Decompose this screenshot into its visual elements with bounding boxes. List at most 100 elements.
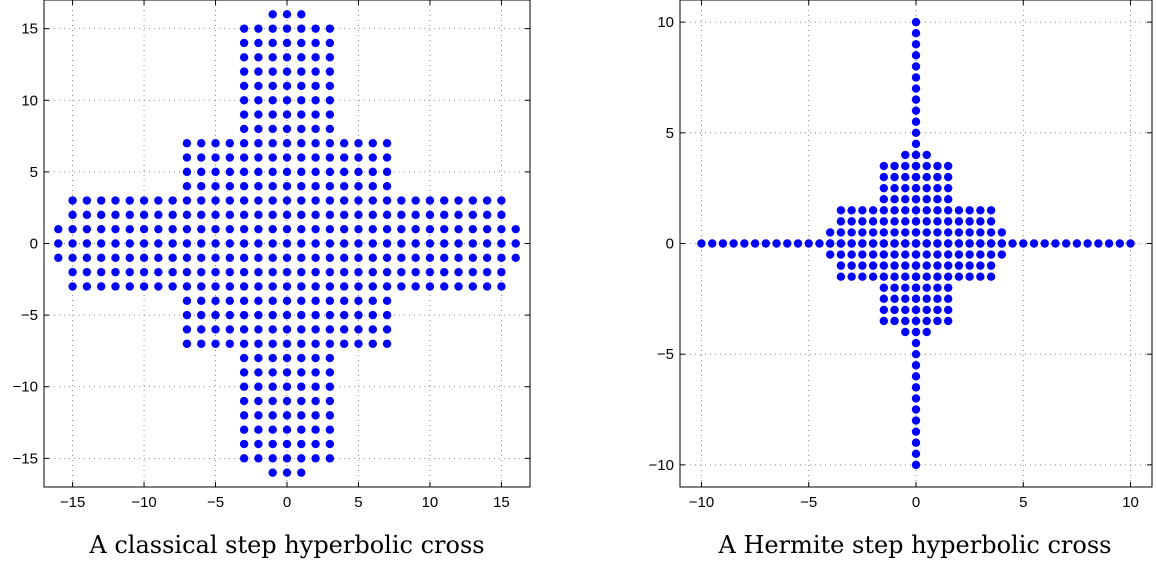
left-data-point [254,81,263,91]
left-data-point [297,53,306,62]
left-data-point [182,267,192,277]
right-y-tick-label: −5 [657,346,674,363]
right-data-point [943,283,953,292]
left-data-point [254,110,263,119]
left-data-point [197,282,206,291]
left-data-point [239,81,249,91]
left-data-point [254,24,263,33]
left-data-point [454,210,463,220]
left-data-point [354,167,363,177]
left-data-point [211,296,220,305]
left-data-point [468,282,478,291]
right-data-point [868,228,878,237]
left-data-point [325,224,335,234]
left-data-point [297,96,306,105]
right-data-point [911,161,921,171]
left-data-point [282,382,292,391]
left-data-point [325,454,335,463]
left-data-point [468,267,478,277]
right-data-point [911,40,921,49]
left-data-point [368,296,377,305]
left-data-point [239,353,249,363]
right-data-point [858,261,867,270]
left-data-point [268,196,277,205]
right-data-point [890,217,899,226]
left-data-point [311,224,320,234]
right-data-point [890,272,899,281]
left-data-point [239,296,249,305]
left-data-point [282,38,292,48]
left-data-point [239,454,249,463]
right-data-point [943,250,953,259]
right-data-point [943,261,953,270]
right-data-point [847,217,856,226]
right-data-point [911,449,921,458]
left-data-point [425,253,435,263]
left-data-point [382,239,392,248]
right-data-point [1115,239,1125,248]
right-data-point [933,183,942,193]
left-data-point [325,53,335,62]
left-data-point [354,339,363,348]
left-data-point [254,239,263,248]
left-data-point [297,224,306,234]
right-data-point [901,195,910,204]
left-data-point [154,267,163,277]
left-data-point [325,167,335,177]
right-data-point [933,228,942,237]
right-data-point [890,172,899,182]
left-data-point [325,196,335,205]
left-data-point [82,267,92,277]
right-data-point [954,272,964,281]
left-data-point [182,282,192,291]
right-data-point [858,272,867,281]
left-data-point [68,282,77,291]
left-data-point [311,196,320,205]
left-data-point [111,267,120,277]
left-data-point [211,167,220,177]
right-data-point [933,250,942,259]
left-data-point [325,353,335,363]
left-data-point [268,239,277,248]
left-x-tick-label: 10 [422,494,439,511]
right-data-point [976,261,985,270]
left-data-point [182,224,192,234]
left-data-point [282,139,292,148]
left-data-point [154,224,163,234]
left-data-point [282,110,292,119]
left-data-point [254,167,263,177]
left-data-point [311,339,320,348]
left-y-tick-label: 15 [21,21,38,38]
left-data-point [96,267,106,277]
left-data-point [297,124,306,134]
left-data-point [325,396,335,406]
left-data-point [254,196,263,205]
left-data-point [268,182,277,191]
left-data-point [382,253,392,263]
right-data-point [901,327,910,337]
left-data-point [254,339,263,348]
right-data-point [707,239,717,248]
left-data-point [282,10,292,19]
left-data-point [268,325,277,334]
left-data-point [54,239,63,248]
left-data-point [268,167,277,177]
left-data-point [282,67,292,76]
left-data-point [239,124,249,134]
left-data-point [282,339,292,348]
left-x-tick-label: −10 [131,494,156,511]
left-data-point [239,439,249,449]
left-data-point [282,210,292,220]
right-data-point [847,228,856,237]
right-data-point [847,272,856,281]
left-data-point [268,468,277,477]
left-data-point [154,239,163,248]
right-data-point [1072,239,1082,248]
left-data-point [282,368,292,377]
right-data-point [890,161,899,171]
right-data-point [740,239,749,248]
left-data-point [440,196,449,205]
left-data-point [368,139,377,148]
left-data-point [311,67,320,76]
